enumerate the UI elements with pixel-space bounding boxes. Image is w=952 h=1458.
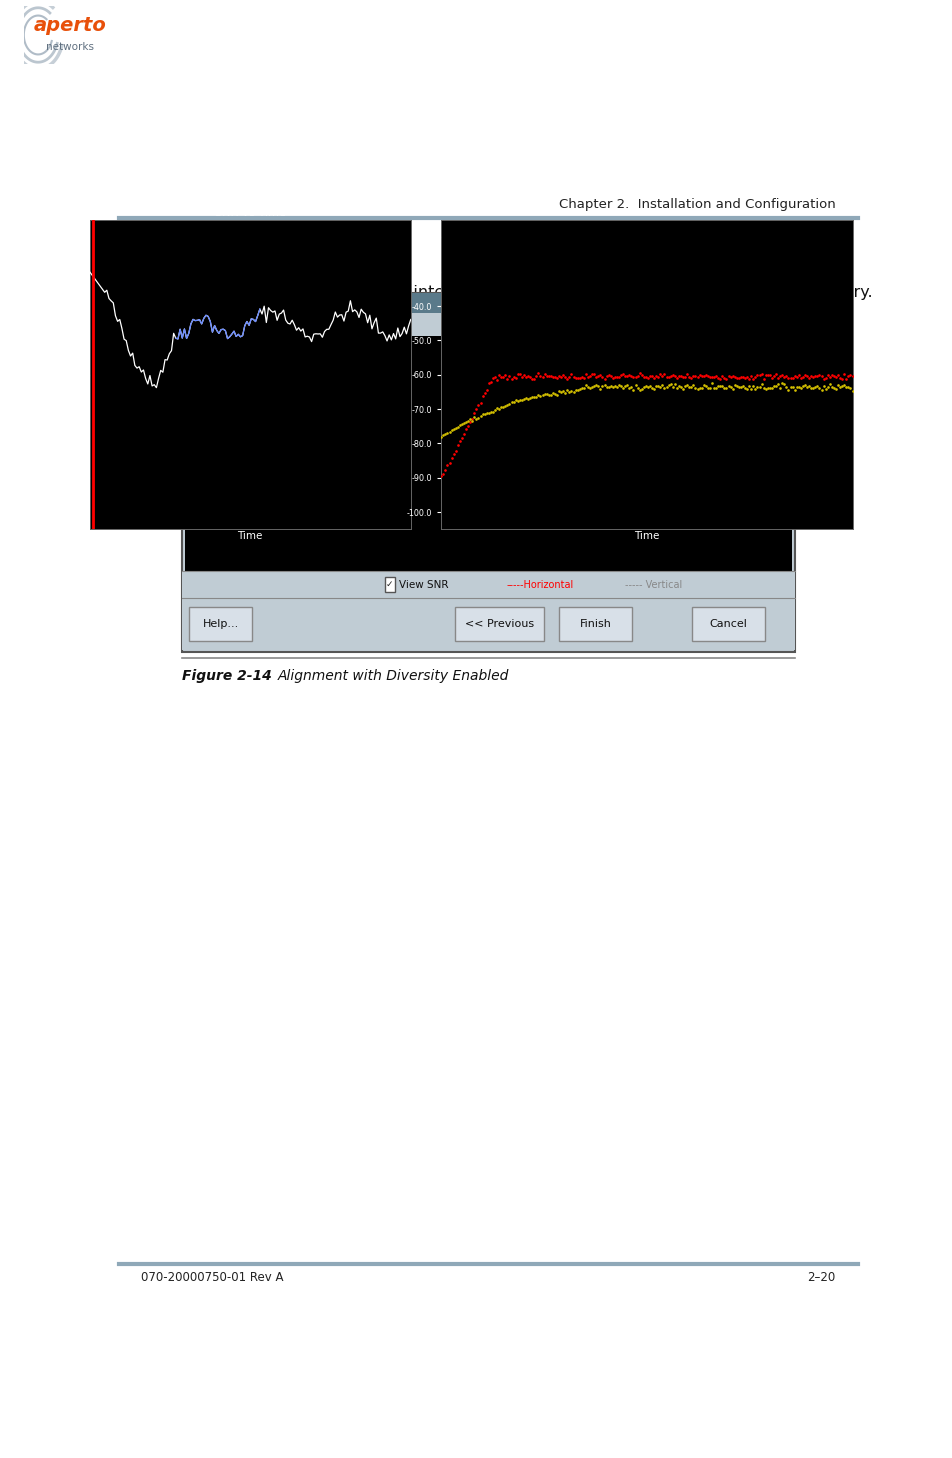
Text: Alignment with Diversity Enabled: Alignment with Diversity Enabled (278, 669, 508, 682)
Title: SNR Vs Time: SNR Vs Time (214, 208, 286, 219)
Text: Once aligned, check the IP integrity and throughput as before. Re-align if neces: Once aligned, check the IP integrity and… (194, 284, 872, 300)
Text: Chapter 2.  Installation and Configuration: Chapter 2. Installation and Configuratio… (558, 198, 835, 210)
FancyBboxPatch shape (182, 293, 794, 652)
Text: ×: × (752, 299, 759, 308)
FancyBboxPatch shape (182, 598, 794, 650)
Text: □: □ (767, 299, 774, 308)
Text: View SNR: View SNR (399, 580, 448, 589)
Text: ■: ■ (188, 299, 195, 308)
Text: Cancel: Cancel (709, 620, 746, 628)
Text: Help...: Help... (203, 620, 239, 628)
Text: 070-20000750-01 Rev A: 070-20000750-01 Rev A (141, 1271, 284, 1284)
X-axis label: Time: Time (237, 531, 263, 541)
FancyBboxPatch shape (182, 572, 794, 598)
FancyBboxPatch shape (185, 335, 791, 596)
Text: Finish: Finish (579, 620, 611, 628)
Text: (dBm): (dBm) (466, 330, 494, 338)
Text: ✓: ✓ (386, 580, 393, 589)
FancyBboxPatch shape (691, 607, 764, 642)
Text: SIGNAL INDICATOR: SIGNAL INDICATOR (573, 318, 699, 331)
Text: •: • (182, 284, 191, 300)
X-axis label: Time: Time (633, 531, 659, 541)
Text: 2–20: 2–20 (806, 1271, 835, 1284)
Text: _: _ (783, 299, 787, 308)
FancyBboxPatch shape (182, 293, 794, 313)
Text: networks: networks (47, 42, 94, 51)
Text: -----Horizontal: -----Horizontal (506, 580, 573, 589)
FancyBboxPatch shape (189, 607, 251, 642)
FancyBboxPatch shape (558, 607, 632, 642)
Text: ----- Vertical: ----- Vertical (625, 580, 682, 589)
FancyBboxPatch shape (455, 607, 544, 642)
Text: Figure 2-14: Figure 2-14 (182, 669, 271, 682)
FancyBboxPatch shape (764, 296, 777, 309)
FancyBboxPatch shape (750, 296, 762, 309)
FancyBboxPatch shape (385, 577, 394, 592)
Y-axis label: SNR(dB): SNR(dB) (55, 353, 66, 397)
Text: << Previous: << Previous (465, 620, 533, 628)
Text: SU Installation Manager: SU Installation Manager (198, 297, 322, 308)
FancyBboxPatch shape (780, 296, 791, 309)
Text: aperto: aperto (34, 16, 107, 35)
